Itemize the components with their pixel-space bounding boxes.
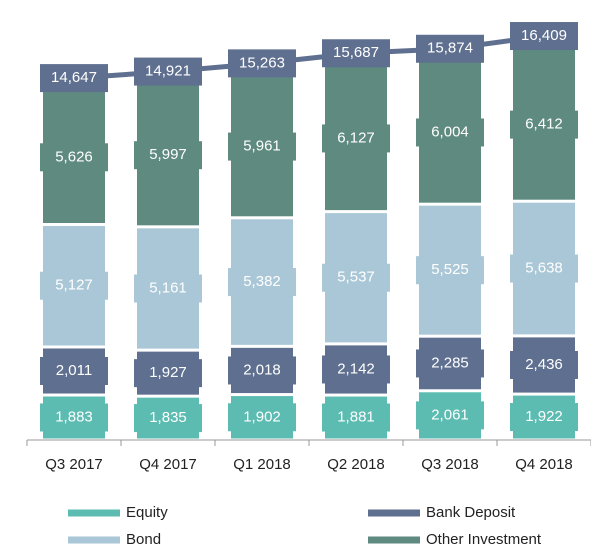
label-box (510, 403, 578, 432)
total-label: 15,687 (333, 44, 379, 61)
legend-label: Other Investment (426, 531, 542, 548)
data-label: 5,626 (55, 148, 93, 165)
total-box (510, 22, 578, 51)
label-box (322, 355, 390, 384)
total-label: 15,874 (427, 40, 473, 57)
total-label: 15,263 (239, 54, 285, 71)
label-box (134, 404, 202, 433)
label-box (416, 401, 484, 430)
data-label: 2,436 (525, 356, 563, 373)
label-box (134, 141, 202, 170)
x-tick-label: Q3 2017 (45, 456, 103, 473)
x-tick-label: Q2 2018 (327, 456, 385, 473)
x-tick-label: Q1 2018 (233, 456, 291, 473)
total-label: 14,921 (145, 63, 191, 80)
legend-label: Equity (126, 504, 168, 521)
data-label: 2,061 (431, 406, 469, 423)
data-label: 5,638 (525, 260, 563, 277)
data-label: 5,161 (149, 279, 187, 296)
label-box (510, 254, 578, 283)
data-label: 1,902 (243, 408, 281, 425)
label-box (228, 268, 296, 297)
data-label: 5,537 (337, 269, 375, 286)
legend-label: Bank Deposit (426, 504, 516, 521)
total-box (322, 39, 390, 68)
label-box (228, 132, 296, 161)
total-box (40, 64, 108, 93)
data-label: 1,927 (149, 364, 187, 381)
label-box (228, 356, 296, 385)
label-box (40, 271, 108, 300)
label-box (40, 403, 108, 432)
data-label: 5,997 (149, 146, 187, 163)
data-label: 6,127 (337, 129, 375, 146)
total-label: 14,647 (51, 69, 97, 86)
data-label: 5,961 (243, 138, 281, 155)
total-box (134, 57, 202, 86)
data-label: 1,881 (337, 409, 375, 426)
total-label: 16,409 (521, 27, 567, 44)
label-box (416, 256, 484, 285)
data-label: 5,382 (243, 273, 281, 290)
label-box (416, 118, 484, 147)
data-label: 5,525 (431, 261, 469, 278)
legend-label: Bond (126, 531, 161, 548)
label-box (40, 143, 108, 172)
label-box (134, 359, 202, 388)
data-label: 6,412 (525, 116, 563, 133)
data-label: 1,922 (525, 408, 563, 425)
label-box (510, 350, 578, 379)
data-label: 1,835 (149, 409, 187, 426)
data-label: 6,004 (431, 123, 469, 140)
data-label: 5,127 (55, 277, 93, 294)
x-tick-label: Q4 2017 (139, 456, 197, 473)
label-box (322, 403, 390, 432)
label-box (134, 274, 202, 303)
total-box (228, 49, 296, 78)
label-box (228, 403, 296, 432)
data-label: 1,883 (55, 408, 93, 425)
data-label: 2,285 (431, 354, 469, 371)
label-box (416, 349, 484, 378)
x-tick-label: Q4 2018 (515, 456, 573, 473)
label-box (322, 124, 390, 153)
x-tick-label: Q3 2018 (421, 456, 479, 473)
label-box (322, 263, 390, 292)
data-label: 2,011 (56, 362, 92, 379)
total-box (416, 34, 484, 63)
data-label: 2,018 (243, 361, 281, 378)
label-box (40, 356, 108, 385)
label-box (510, 110, 578, 139)
data-label: 2,142 (337, 360, 375, 377)
